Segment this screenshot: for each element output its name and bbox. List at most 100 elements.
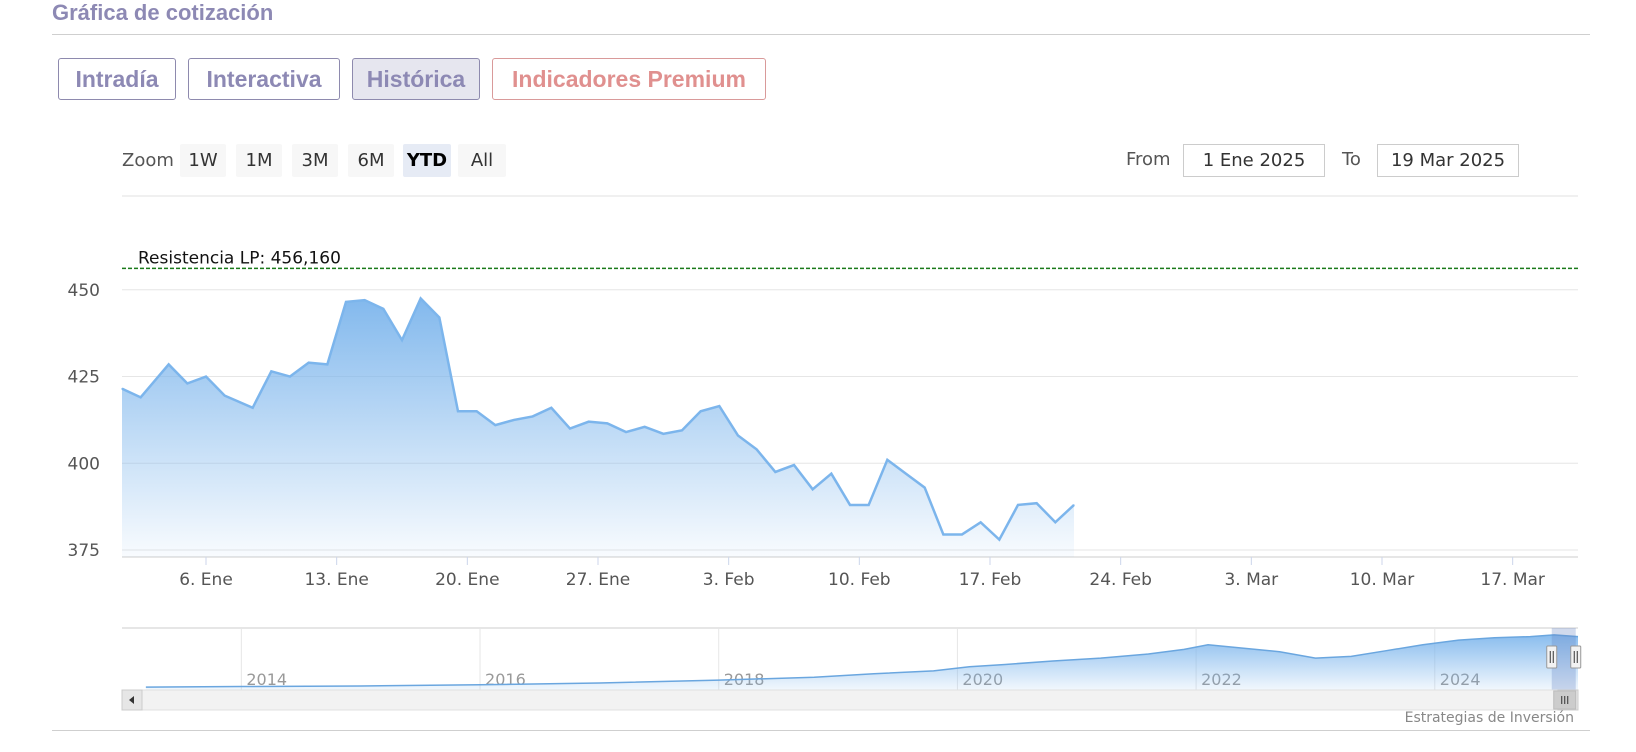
series-area <box>121 296 1075 557</box>
range-to-input[interactable]: 19 Mar 2025 <box>1377 144 1519 177</box>
y-tick-label: 450 <box>68 281 100 301</box>
data-point <box>345 301 347 303</box>
footer-divider <box>52 730 1590 731</box>
data-point <box>1036 502 1038 504</box>
y-tick-label: 425 <box>68 368 100 388</box>
data-point <box>774 471 776 473</box>
data-point <box>326 363 328 365</box>
data-point <box>270 370 272 372</box>
data-point <box>830 473 832 475</box>
range-from-input[interactable]: 1 Ene 2025 <box>1183 144 1325 177</box>
data-point <box>289 375 291 378</box>
navigator-area <box>145 634 1578 690</box>
range-to-label: To <box>1342 149 1361 170</box>
data-point <box>942 533 944 536</box>
data-point <box>494 424 496 426</box>
data-point <box>364 299 366 301</box>
navigator-year-label: 2014 <box>246 670 287 689</box>
data-point <box>961 533 963 536</box>
x-tick-label: 3. Feb <box>703 570 755 590</box>
data-point <box>737 434 739 437</box>
data-point <box>457 410 459 412</box>
resistance-line: Resistencia LP: 456,160 <box>122 248 1578 270</box>
data-point <box>588 421 590 423</box>
data-point <box>420 297 422 300</box>
data-point <box>224 395 226 397</box>
data-point <box>308 362 310 364</box>
y-tick-label: 375 <box>68 541 100 561</box>
data-point <box>644 426 646 428</box>
x-tick-label: 17. Mar <box>1480 570 1545 590</box>
title-divider <box>52 34 1590 35</box>
data-point <box>550 407 552 409</box>
data-point <box>1073 504 1075 506</box>
data-point <box>849 504 851 506</box>
zoom-ytd-button[interactable]: YTD <box>403 144 451 177</box>
zoom-all-button[interactable]: All <box>458 144 506 177</box>
data-point <box>1017 504 1019 506</box>
data-point <box>121 388 123 390</box>
navigator-line <box>145 634 1579 688</box>
data-point <box>700 410 702 412</box>
data-point <box>382 308 384 310</box>
x-tick-label: 17. Feb <box>959 570 1022 590</box>
page-title: Gráfica de cotización <box>52 0 274 25</box>
x-tick-label: 27. Ene <box>566 570 630 590</box>
data-point <box>476 410 478 412</box>
zoom-label: Zoom <box>122 150 174 171</box>
y-tick-label: 400 <box>68 454 100 474</box>
chart-credit: Estrategias de Inversión <box>1404 710 1574 726</box>
data-point <box>205 375 207 378</box>
data-point <box>252 407 254 409</box>
data-point <box>905 473 907 475</box>
x-tick-label: 20. Ene <box>435 570 499 590</box>
x-tick-label: 6. Ene <box>179 570 233 590</box>
data-point <box>606 422 608 424</box>
data-point <box>438 316 440 319</box>
data-point <box>812 488 814 490</box>
navigator[interactable]: 201420162018202020222024 <box>121 627 1582 711</box>
resistance-label: Resistencia LP: 456,160 <box>138 248 341 268</box>
data-point <box>756 448 758 451</box>
x-axis: 6. Ene 13. Ene 20. Ene 27. Ene 3. Feb 10. Feb… <box>179 557 1545 590</box>
tab-historica[interactable]: Histórica <box>352 58 480 100</box>
data-point <box>532 415 534 418</box>
tab-intradia[interactable]: Intradía <box>58 58 176 100</box>
zoom-3m-button[interactable]: 3M <box>292 144 338 177</box>
data-point <box>140 396 142 398</box>
range-from-label: From <box>1126 149 1171 170</box>
data-point <box>401 339 403 341</box>
scrollbar-track[interactable] <box>121 689 1579 711</box>
data-point <box>513 419 515 421</box>
zoom-1w-button[interactable]: 1W <box>180 144 226 177</box>
tab-interactiva[interactable]: Interactiva <box>188 58 340 100</box>
data-point <box>924 486 926 489</box>
x-tick-label: 3. Mar <box>1224 570 1278 590</box>
chevron-left-icon <box>129 696 134 704</box>
data-point <box>886 459 888 461</box>
zoom-1m-button[interactable]: 1M <box>236 144 282 177</box>
y-axis: 375 400 425 450 <box>68 281 100 561</box>
data-point <box>625 431 627 433</box>
data-point <box>662 433 664 435</box>
data-point <box>868 504 870 506</box>
x-tick-label: 10. Feb <box>828 570 891 590</box>
data-point <box>998 539 1000 541</box>
data-point <box>681 429 683 431</box>
x-tick-label: 24. Feb <box>1089 570 1152 590</box>
x-tick-label: 10. Mar <box>1350 570 1415 590</box>
data-point <box>980 521 982 523</box>
zoom-6m-button[interactable]: 6M <box>348 144 394 177</box>
data-point <box>168 363 170 365</box>
data-point <box>569 427 571 430</box>
navigator-handle[interactable] <box>1570 645 1582 669</box>
data-point <box>1054 521 1056 523</box>
data-point <box>793 464 795 466</box>
x-tick-label: 13. Ene <box>304 570 368 590</box>
tab-indicadores-premium[interactable]: Indicadores Premium <box>492 58 766 100</box>
data-point <box>718 405 720 407</box>
area-fill <box>122 298 1074 557</box>
navigator-handle[interactable] <box>1546 645 1558 669</box>
data-point <box>186 382 188 385</box>
